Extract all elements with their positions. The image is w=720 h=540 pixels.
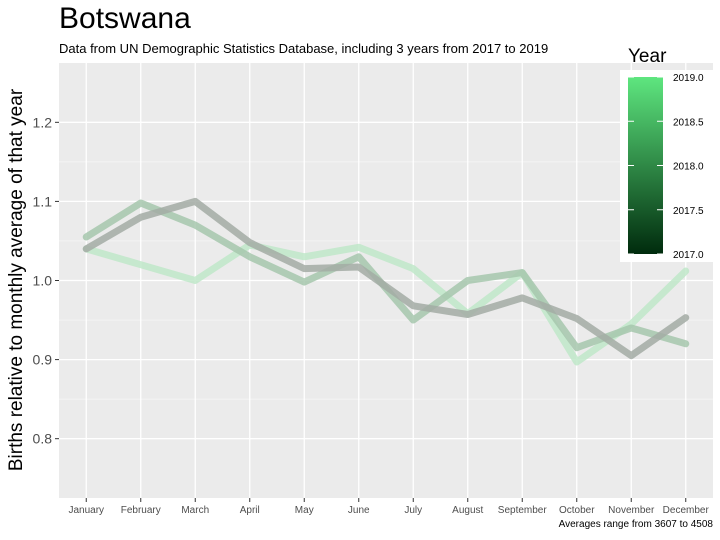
x-tick-label: July — [404, 505, 422, 516]
y-tick-label: 0.9 — [33, 352, 53, 368]
series-line-2017 — [82, 197, 690, 360]
x-tick-label: November — [608, 505, 655, 516]
y-tick-label: 1.1 — [33, 193, 53, 209]
chart-caption: Averages range from 3607 to 4508 — [558, 519, 713, 530]
legend-label: 2017.0 — [673, 250, 704, 261]
x-tick-label: June — [348, 505, 370, 516]
x-tick-label: September — [498, 505, 548, 516]
legend-label: 2017.5 — [673, 206, 704, 217]
x-tick-label: December — [663, 505, 710, 516]
y-tick-label: 1.0 — [33, 273, 53, 289]
x-tick-label: August — [452, 505, 483, 516]
legend-title: Year — [628, 46, 667, 67]
y-tick-label: 0.8 — [33, 431, 53, 447]
x-tick-label: May — [295, 505, 314, 516]
x-tick-label: March — [181, 505, 209, 516]
y-tick-label: 1.2 — [33, 114, 53, 130]
x-tick-label: January — [68, 505, 104, 516]
legend-label: 2019.0 — [673, 73, 704, 84]
series-line-2019 — [82, 241, 690, 366]
legend-label: 2018.5 — [673, 117, 704, 128]
x-tick-label: October — [559, 505, 595, 516]
x-tick-label: April — [240, 505, 260, 516]
chart-subtitle: Data from UN Demographic Statistics Data… — [59, 41, 549, 56]
page-title: Botswana — [59, 2, 191, 35]
x-tick-label: February — [121, 505, 161, 516]
legend-label: 2018.0 — [673, 162, 704, 173]
